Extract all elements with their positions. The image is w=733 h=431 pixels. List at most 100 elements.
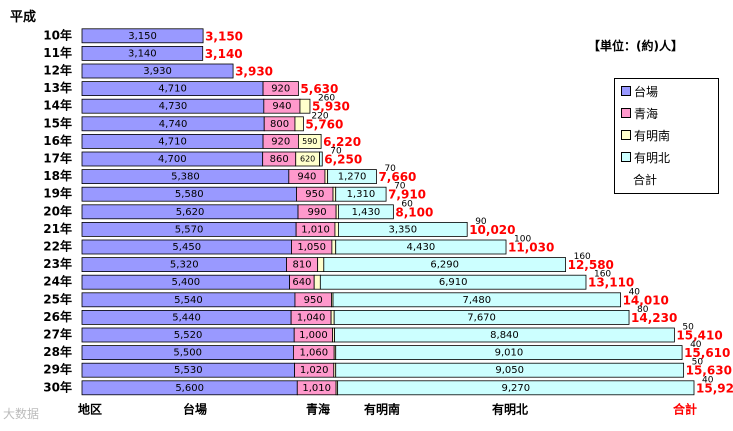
year-label: 25年 [43,291,72,306]
total-label: 7,910 [388,188,426,202]
value-label-daiba: 4,700 [158,154,187,165]
unit-label: 【単位：(約)人】 [588,39,683,53]
value-label-ariake-minami: 590 [302,137,317,146]
value-label-daiba: 4,740 [159,119,188,130]
value-label-aomi: 640 [292,277,311,288]
value-label-daiba: 5,380 [171,172,200,183]
bar-segment-ariake-kita [337,380,695,396]
total-label: 3,140 [205,47,243,61]
value-label-ariake-kita: 6,290 [430,260,459,271]
value-label-aomi: 920 [271,136,290,147]
value-label-daiba: 4,710 [158,136,187,147]
legend-label: 有明北 [634,151,671,165]
value-label-ariake-kita: 9,050 [495,365,524,376]
bar-segment-ariake-minami [299,98,311,114]
year-label: 23年 [43,256,72,271]
value-label-aomi: 1,040 [297,312,326,323]
value-label-aomi: 940 [297,172,316,183]
year-label: 21年 [43,221,72,236]
value-label-aomi: 860 [270,154,289,165]
value-label-ariake-kita: 9,010 [495,348,524,359]
value-label-ariake-kita: 7,670 [467,312,496,323]
value-label-ariake-kita: 7,480 [462,295,491,306]
year-label: 15年 [43,115,72,130]
legend-swatch [621,130,631,140]
bar-segment-ariake-kita [338,204,394,220]
value-label-aomi: 1,010 [301,224,330,235]
value-label-ariake-minami: 260 [318,94,335,104]
value-label-ariake-kita: 4,430 [407,242,436,253]
value-label-aomi: 950 [304,295,323,306]
value-label-ariake-kita: 1,270 [338,172,367,183]
total-label: 10,020 [469,223,515,237]
total-label: 13,110 [588,276,634,290]
year-label: 26年 [43,309,72,324]
value-label-daiba: 5,540 [174,295,203,306]
year-label: 22年 [43,239,72,254]
bottom-label: 地区 [78,402,102,417]
value-label-aomi: 1,020 [300,365,329,376]
bar-segment-aomi [262,81,299,96]
value-label-ariake-kita: 1,310 [347,189,376,200]
year-label: 12年 [43,63,72,78]
value-label-aomi: 810 [293,260,312,271]
total-label: 11,030 [508,241,554,255]
value-label-aomi: 1,060 [299,348,328,359]
bar-segment-ariake-minami [331,239,337,255]
bar-segment-daiba [81,63,234,79]
value-label-daiba: 3,150 [128,31,157,42]
legend-swatch [621,86,631,96]
bar-segment-ariake-kita [323,257,567,273]
total-label: 3,930 [235,65,273,79]
value-label-ariake-minami: 40 [690,340,702,350]
year-label: 29年 [43,362,72,377]
value-label-ariake-minami: 100 [514,235,531,245]
bar-segment-ariake-kita [335,345,683,361]
value-label-ariake-minami: 40 [702,375,714,385]
value-label-ariake-minami: 50 [692,358,704,368]
year-label: 28年 [43,344,72,359]
value-label-daiba: 5,400 [171,277,200,288]
year-label: 30年 [43,379,72,394]
total-label: 5,630 [300,82,338,96]
bar-segment-ariake-kita [319,274,587,290]
bar-segment-daiba [81,46,204,61]
year-label: 18年 [43,168,72,183]
value-label-daiba: 5,500 [173,348,202,359]
bar-segment-ariake-kita [334,327,675,343]
bar-segment-ariake-kita [332,292,621,308]
bar-segment-ariake-minami [334,221,339,237]
legend-label: 合計 [633,173,658,187]
legend-item-daiba: 台場 [621,83,658,101]
value-label-aomi: 920 [271,84,290,95]
value-label-aomi: 1,050 [297,242,326,253]
year-label: 17年 [43,151,72,166]
era-label: 平成 [10,10,37,25]
bar-segment-ariake-kita [335,362,685,378]
legend-label: 台場 [634,85,659,99]
value-label-aomi: 990 [308,207,327,218]
value-label-ariake-minami: 50 [682,323,694,333]
legend-swatch [621,152,631,162]
total-label: 3,150 [205,29,243,43]
total-label: 6,250 [324,153,362,167]
bar-segment-ariake-minami [332,186,337,202]
year-label: 24年 [43,274,72,289]
bar-segment-ariake-minami [317,257,325,273]
value-label-ariake-minami: 90 [475,217,487,227]
value-label-ariake-minami: 60 [401,199,413,209]
total-label: 15,610 [684,346,730,360]
legend-label: 青海 [634,107,659,121]
bar-segment-ariake-minami [313,274,321,290]
year-label: 11年 [43,45,72,60]
value-label-daiba: 3,930 [143,66,172,77]
legend-item-aomi: 青海 [621,105,658,123]
value-label-ariake-minami: 620 [300,155,315,164]
legend-item-total: 合計 [633,171,657,189]
bar-segment-ariake-minami [294,116,304,132]
bottom-label: 有明北 [492,402,528,417]
total-label: 7,660 [378,170,416,184]
watermark-text: 大数据 [3,407,40,421]
value-label-daiba: 5,580 [175,189,204,200]
